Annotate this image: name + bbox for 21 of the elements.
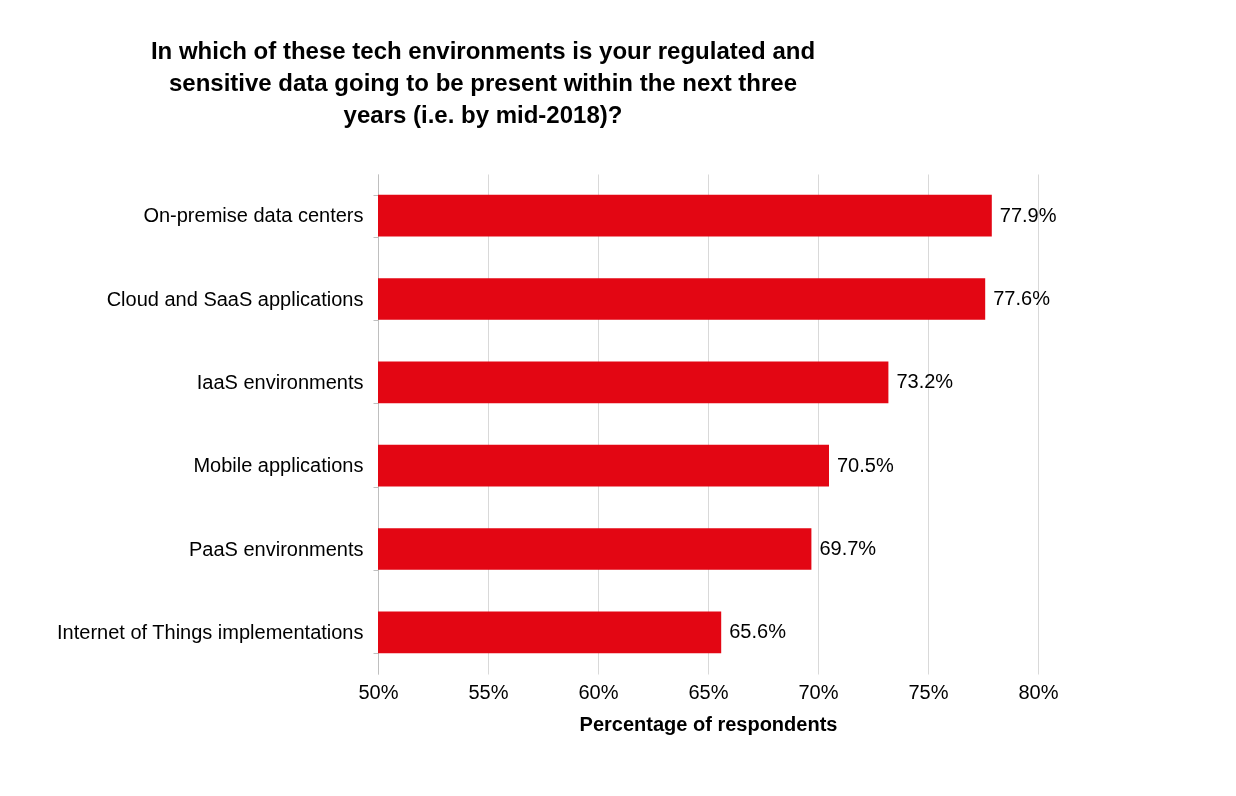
x-tick-label: 80% <box>1018 680 1059 703</box>
x-tick-label: 70% <box>798 680 839 703</box>
x-tick-label: 65% <box>688 680 729 703</box>
chart-title: In which of these tech environments is your regulated and sensitive data going to be present within the next three years (i.e. by mid-2018)? <box>150 37 816 128</box>
data-label: 70.5% <box>837 453 894 476</box>
x-tick-label: 50% <box>358 680 399 703</box>
data-label: 65.6% <box>729 620 787 643</box>
x-tick-label: 55% <box>468 680 509 703</box>
x-tick-label: 60% <box>578 680 619 703</box>
y-tick-label: On-premise data centers <box>143 204 364 227</box>
data-label: 77.9% <box>999 203 1057 226</box>
data-label: 73.2% <box>896 370 954 393</box>
y-tick-label: PaaS environments <box>188 537 364 560</box>
x-axis-title: Percentage of respondents <box>579 712 838 735</box>
data-label: 69.7% <box>819 537 877 559</box>
data-label: 77.6% <box>993 287 1051 309</box>
x-tick-label: 75% <box>908 680 949 703</box>
y-tick-label: Mobile applications <box>193 454 364 477</box>
y-tick-label: Cloud and SaaS applications <box>106 287 364 310</box>
y-tick-label: Internet of Things implementations <box>57 620 364 643</box>
y-tick-label: IaaS environments <box>196 370 364 393</box>
